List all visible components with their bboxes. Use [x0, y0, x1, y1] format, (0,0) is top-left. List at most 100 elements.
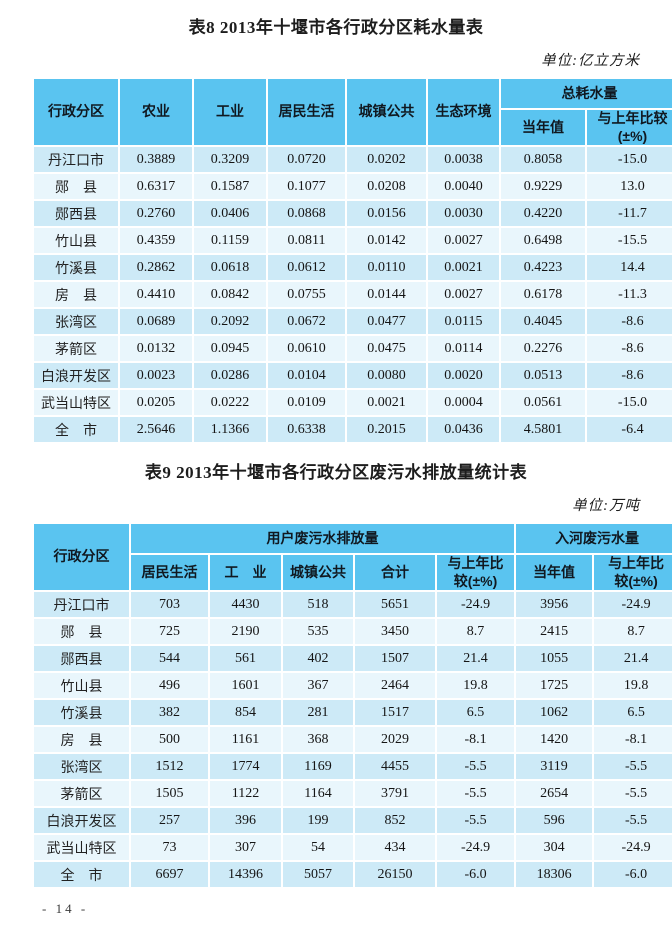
value-cell: 0.0021 [347, 390, 426, 415]
value-cell: 1420 [516, 727, 593, 752]
table-row: 房 县 0.4410 0.0842 0.0755 0.0144 0.0027 0.6178-… [34, 282, 672, 307]
value-cell: 0.0720 [268, 147, 345, 172]
district-cell: 竹山县 [34, 228, 118, 253]
table-row: 竹溪县 0.2862 0.0618 0.0612 0.0110 0.0021 0.4223 1… [34, 255, 672, 280]
table-row: 武当山特区 0.0205 0.0222 0.0109 0.0021 0.0004 0.056… [34, 390, 672, 415]
value-cell: 0.0945 [194, 336, 266, 361]
value-cell: 0.6498 [501, 228, 585, 253]
value-cell: 0.6178 [501, 282, 585, 307]
table-row: 白浪开发区 0.0023 0.0286 0.0104 0.0080 0.0020 0.051… [34, 363, 672, 388]
table-row: 茅箭区 0.0132 0.0945 0.0610 0.0475 0.0114 0.2276-… [34, 336, 672, 361]
value-cell: 14.4 [587, 255, 672, 280]
value-cell: 0.4359 [120, 228, 192, 253]
value-cell: -15.0 [587, 390, 672, 415]
value-cell: 4.5801 [501, 417, 585, 442]
district-cell: 白浪开发区 [34, 808, 129, 833]
table8-header-row-2: 当年值 与上年比较 (±%) [34, 110, 672, 145]
value-cell: -5.5 [594, 781, 672, 806]
value-cell: 0.2092 [194, 309, 266, 334]
col-header-ecology: 生态环境 [428, 79, 499, 145]
table-row: 郧西县 544 561 402 1507 21.4 1055 21.4 [34, 646, 672, 671]
table9-header-row-1: 行政分区 用户废污水排放量 入河废污水量 [34, 524, 672, 590]
value-cell: 4455 [355, 754, 435, 779]
col-header-industry: 工 业 [210, 555, 281, 590]
value-cell: -6.4 [587, 417, 672, 442]
value-cell: 18306 [516, 862, 593, 887]
value-cell: 0.0868 [268, 201, 345, 226]
district-cell: 茅箭区 [34, 781, 129, 806]
table-row: 张湾区 0.0689 0.2092 0.0672 0.0477 0.0115 0.4045-… [34, 309, 672, 334]
value-cell: 544 [131, 646, 208, 671]
col-header-user-yoy-change: 与上年比 较(±%) [437, 555, 515, 590]
water-consumption-table: 行政分区 农业 工业 居民生活 城镇公共 生态环境 总耗水量 当年值 与上年比较… [32, 77, 672, 444]
district-cell: 郧西县 [34, 646, 129, 671]
value-cell: 0.0755 [268, 282, 345, 307]
value-cell: 368 [283, 727, 353, 752]
value-cell: 0.0436 [428, 417, 499, 442]
value-cell: 703 [131, 592, 208, 617]
value-cell: 0.0023 [120, 363, 192, 388]
value-cell: 0.4223 [501, 255, 585, 280]
value-cell: -8.1 [437, 727, 515, 752]
value-cell: 854 [210, 700, 281, 725]
value-cell: 0.0610 [268, 336, 345, 361]
table-row: 张湾区 1512 1774 1169 4455 -5.5 3119 -5.5 [34, 754, 672, 779]
value-cell: 0.0811 [268, 228, 345, 253]
value-cell: -24.9 [437, 592, 515, 617]
value-cell: 6697 [131, 862, 208, 887]
table-row: 茅箭区 1505 1122 1164 3791 -5.5 2654 -5.5 [34, 781, 672, 806]
value-cell: 0.1587 [194, 174, 266, 199]
table-row: 武当山特区 73 307 54 434 -24.9 304 -24.9 [34, 835, 672, 860]
value-cell: 0.4220 [501, 201, 585, 226]
value-cell: 14396 [210, 862, 281, 887]
district-cell: 竹山县 [34, 673, 129, 698]
col-header-user-discharge-group: 用户废污水排放量 [131, 524, 515, 553]
value-cell: 0.0004 [428, 390, 499, 415]
table9-body: 丹江口市 703 4430 518 5651 -24.9 3956 -24.9 郧 县 725 21… [34, 592, 672, 887]
value-cell: 434 [355, 835, 435, 860]
district-cell: 郧 县 [34, 619, 129, 644]
value-cell: 1512 [131, 754, 208, 779]
value-cell: 0.6317 [120, 174, 192, 199]
table-row: 竹溪县 382 854 281 1517 6.5 1062 6.5 [34, 700, 672, 725]
table-row: 郧 县 0.6317 0.1587 0.1077 0.0208 0.0040 0.9229 1… [34, 174, 672, 199]
table-row: 郧 县 725 2190 535 3450 8.7 2415 8.7 [34, 619, 672, 644]
value-cell: 0.0038 [428, 147, 499, 172]
district-cell: 竹溪县 [34, 700, 129, 725]
table-row: 竹山县 0.4359 0.1159 0.0811 0.0142 0.0027 0.6498-… [34, 228, 672, 253]
value-cell: 19.8 [437, 673, 515, 698]
value-cell: 0.0475 [347, 336, 426, 361]
district-cell: 武当山特区 [34, 390, 118, 415]
value-cell: 0.0144 [347, 282, 426, 307]
value-cell: 5651 [355, 592, 435, 617]
value-cell: 73 [131, 835, 208, 860]
value-cell: 518 [283, 592, 353, 617]
col-header-total-consumption-group: 总耗水量 [501, 79, 672, 108]
value-cell: 304 [516, 835, 593, 860]
value-cell: 0.0114 [428, 336, 499, 361]
value-cell: -8.6 [587, 309, 672, 334]
table8-header-row-1: 行政分区 农业 工业 居民生活 城镇公共 生态环境 总耗水量 [34, 79, 672, 145]
value-cell: 21.4 [594, 646, 672, 671]
value-cell: -15.5 [587, 228, 672, 253]
value-cell: 3956 [516, 592, 593, 617]
table9-unit-label: 单位:万吨 [572, 498, 640, 514]
value-cell: 0.2015 [347, 417, 426, 442]
value-cell: 0.0030 [428, 201, 499, 226]
col-header-domestic: 居民生活 [268, 79, 345, 145]
table8-header: 行政分区 农业 工业 居民生活 城镇公共 生态环境 总耗水量 当年值 与上年比较… [34, 79, 672, 145]
value-cell: 2.5646 [120, 417, 192, 442]
district-cell: 全 市 [34, 417, 118, 442]
value-cell: 402 [283, 646, 353, 671]
col-header-current-value: 当年值 [501, 110, 585, 145]
value-cell: 500 [131, 727, 208, 752]
value-cell: 0.8058 [501, 147, 585, 172]
table8-body: 丹江口市 0.3889 0.3209 0.0720 0.0202 0.0038 0.8058… [34, 147, 672, 442]
value-cell: -8.6 [587, 336, 672, 361]
value-cell: 0.6338 [268, 417, 345, 442]
district-cell: 竹溪县 [34, 255, 118, 280]
value-cell: 19.8 [594, 673, 672, 698]
value-cell: 0.0406 [194, 201, 266, 226]
value-cell: 0.0080 [347, 363, 426, 388]
district-cell: 郧西县 [34, 201, 118, 226]
